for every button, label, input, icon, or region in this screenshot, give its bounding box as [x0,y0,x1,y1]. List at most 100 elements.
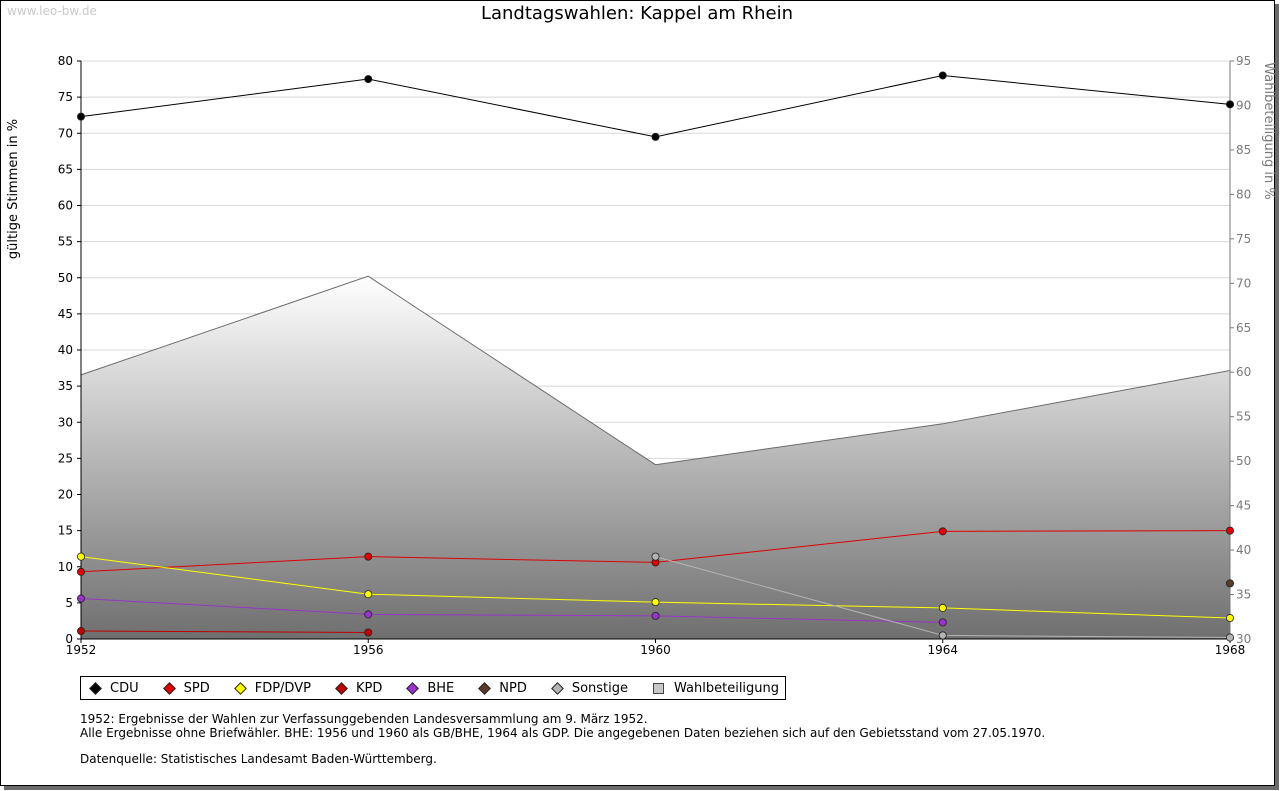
data-point-cdu [938,71,947,80]
legend-label: Sonstige [571,680,629,696]
data-point-kpd [77,627,86,636]
data-point-fdpdvp [364,590,373,599]
y-right-tick-label: 40 [1236,543,1251,557]
data-point-cdu [364,75,373,84]
turnout-area [80,275,1231,639]
data-point-kpd [364,628,373,637]
legend-item: SPD [161,681,210,696]
y-right-tick-label: 80 [1236,187,1251,201]
x-tick-label: 1952 [66,643,97,657]
y-tick-label: 45 [58,307,73,321]
note-line-2: Alle Ergebnisse ohne Briefwähler. BHE: 1… [80,725,1046,740]
y-tick-label: 25 [58,451,73,465]
y-tick-label: 60 [58,199,73,213]
legend-diamond-swatch [335,681,348,695]
series-markers [77,71,1235,642]
turnout-area-fill [81,276,1230,639]
legend-diamond-swatch [550,681,564,695]
legend-label: BHE [427,680,455,696]
series-line-cdu [80,74,1231,138]
y-right-tick-label: 85 [1236,143,1251,157]
note-line-1: 1952: Ergebnisse der Wahlen zur Verfassu… [80,712,648,726]
legend-diamond-swatch [478,681,492,695]
data-point-bhe [651,611,660,620]
legend-label: FDP/DVP [254,680,311,696]
x-tick-label: 1968 [1215,643,1246,657]
y-right-tick-label: 50 [1236,454,1251,468]
data-point-cdu [1226,100,1235,109]
y-tick-label: 65 [58,162,73,176]
legend-item: BHE [404,681,454,696]
watermark: www.leo-bw.de [7,4,97,18]
y-tick-label: 70 [58,126,73,140]
x-tick-label: 1960 [640,643,671,657]
data-point-npd [1226,579,1235,588]
legend-item: CDU [87,681,139,696]
data-point-spd [364,552,373,561]
data-point-bhe [364,610,373,619]
y-right-tick-label: 95 [1236,54,1251,68]
y-right-tick-label: 55 [1236,410,1251,424]
data-point-fdpdvp [1226,614,1235,623]
axes [77,60,1234,643]
y-right-tick-label: 30 [1236,632,1251,646]
y-tick-label: 5 [65,596,73,610]
legend-diamond-swatch [89,681,102,695]
legend-label: CDU [110,680,139,696]
x-tick-label: 1956 [353,643,384,657]
data-point-spd [1226,526,1235,535]
legend-diamond-swatch [233,681,247,695]
y-right-tick-label: 65 [1236,321,1251,335]
x-tick-label: 1964 [927,643,958,657]
y-tick-label: 75 [58,90,73,104]
legend-item: NPD [476,681,527,696]
data-point-fdpdvp [77,552,86,561]
legend-item: KPD [333,681,382,696]
legend: CDU SPD FDP/DVP KPD BHE NPD Sonstige Wahlbeteil… [80,676,787,700]
legend-diamond-swatch [406,681,420,695]
data-point-sonstige [938,631,947,640]
turnout-area-outline [80,275,1231,466]
legend-item: FDP/DVP [232,681,311,696]
y-axis-title: gültige Stimmen in % [6,119,21,259]
y-tick-label: 20 [58,488,73,502]
data-point-bhe [77,594,86,603]
data-point-fdpdvp [651,598,660,607]
legend-label: SPD [183,680,210,696]
legend-diamond-swatch [162,681,176,695]
y-right-tick-label: 90 [1236,98,1251,112]
y-right-tick-label: 35 [1236,588,1251,602]
y-right-tick-label: 70 [1236,276,1251,290]
y-tick-label: 10 [58,560,73,574]
y-tick-label: 35 [58,379,73,393]
legend-square-swatch [653,682,665,694]
axis-labels: 0 5 10 15 20 25 30 35 40 45 50 55 60 65 70 75 80 30 35 40 45… [6,54,1276,657]
data-point-sonstige [1226,633,1235,642]
chart-title: Landtagswahlen: Kappel am Rhein [480,3,794,24]
data-point-cdu [651,132,660,141]
y-right-tick-label: 75 [1236,232,1251,246]
data-point-bhe [938,618,947,627]
notes: 1952: Ergebnisse der Wahlen zur Verfassu… [80,712,1046,767]
series-line-bhe [80,598,943,623]
y-tick-label: 55 [58,235,73,249]
legend-label: Wahlbeteiligung [674,680,780,696]
data-point-sonstige [651,552,660,561]
data-point-spd [938,527,947,536]
y-right-tick-label: 45 [1236,499,1251,513]
y-right-tick-label: 60 [1236,365,1251,379]
y-tick-label: 80 [58,54,73,68]
data-point-spd [77,567,86,576]
legend-item: Wahlbeteiligung [650,681,779,696]
y-tick-label: 30 [58,415,73,429]
data-source: Datenquelle: Statistisches Landesamt Bad… [80,752,437,766]
legend-label: NPD [499,680,527,696]
data-point-fdpdvp [938,603,947,612]
legend-item: Sonstige [549,681,628,696]
y-tick-label: 0 [65,632,73,646]
legend-label: KPD [355,680,383,696]
data-point-cdu [77,112,86,121]
y-right-axis-title: Wahlbeteiligung in % [1261,62,1276,199]
y-tick-label: 40 [58,343,73,357]
